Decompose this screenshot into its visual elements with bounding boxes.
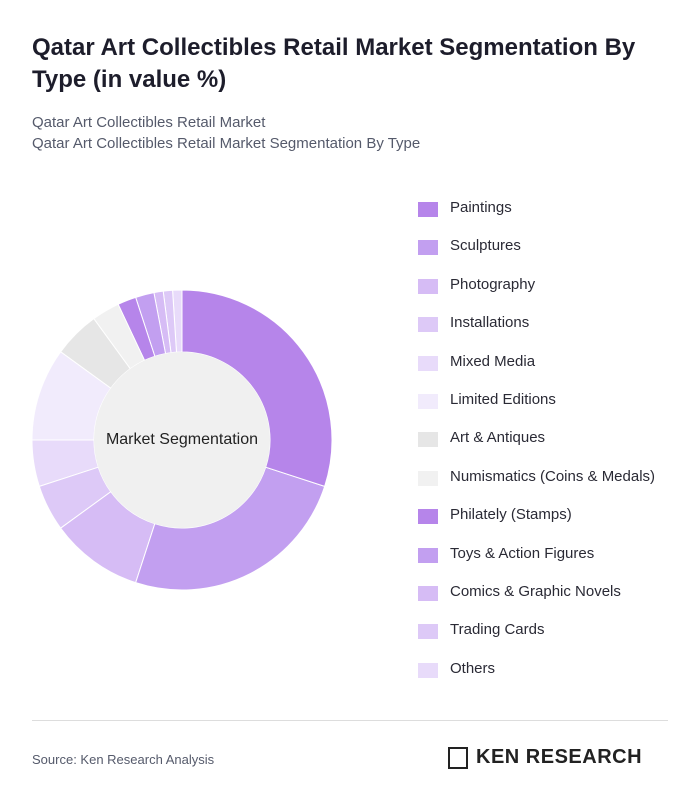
legend-item: Comics & Graphic Novels xyxy=(418,583,655,621)
divider xyxy=(32,720,668,721)
legend-swatch xyxy=(418,240,438,256)
chart-title: Qatar Art Collectibles Retail Market Seg… xyxy=(32,34,636,93)
source: Source: Ken Research Analysis xyxy=(32,752,215,767)
legend-item: Trading Cards xyxy=(418,621,655,659)
donut-hole xyxy=(94,352,270,528)
legend-label: Toys & Action Figures xyxy=(450,544,595,562)
legend-label: Mixed Media xyxy=(450,352,536,370)
legend-label: Numismatics (Coins & Medals) xyxy=(450,467,656,485)
legend-swatch xyxy=(418,317,438,333)
chart: Market Segmentation xyxy=(31,289,333,591)
logo xyxy=(448,746,468,769)
legend-label: Installations xyxy=(450,314,530,332)
legend-swatch xyxy=(418,432,438,448)
legend-item: Limited Editions xyxy=(418,391,655,429)
legend-item: Paintings xyxy=(418,199,655,237)
brand: KEN RESEARCH xyxy=(448,746,642,769)
legend-swatch xyxy=(418,509,438,525)
legend-item: Sculptures xyxy=(418,237,655,275)
legend-label: Trading Cards xyxy=(450,621,545,639)
legend-swatch xyxy=(418,470,438,486)
legend-label: Photography xyxy=(450,275,536,293)
legend-swatch xyxy=(418,355,438,371)
legend-swatch xyxy=(418,393,438,409)
legend-swatch xyxy=(418,547,438,563)
legend-item: Mixed Media xyxy=(418,353,655,391)
legend-swatch xyxy=(418,585,438,601)
legend-label: Others xyxy=(450,659,496,677)
legend-swatch xyxy=(418,278,438,294)
legend-label: Sculptures xyxy=(450,237,521,255)
subtitle: Qatar Art Collectibles Retail Market xyxy=(32,114,266,131)
legend-swatch xyxy=(418,202,438,217)
subtitle: Qatar Art Collectibles Retail Market Seg… xyxy=(32,135,421,152)
legend: Paintings Sculptures Photography Installati… xyxy=(418,199,655,698)
legend-label: Comics & Graphic Novels xyxy=(450,582,621,600)
brand-name: KEN RESEARCH xyxy=(476,746,643,768)
legend-item: Others xyxy=(418,660,655,698)
legend-item: Toys & Action Figures xyxy=(418,545,655,583)
legend-label: Paintings xyxy=(450,199,512,216)
legend-item: Installations xyxy=(418,314,655,352)
legend-label: Limited Editions xyxy=(450,390,556,408)
legend-item: Philately (Stamps) xyxy=(418,506,655,544)
legend-label: Philately (Stamps) xyxy=(450,506,572,524)
legend-item: Numismatics (Coins & Medals) xyxy=(418,468,655,506)
legend-item: Photography xyxy=(418,276,655,314)
legend-swatch xyxy=(418,624,438,640)
legend-label: Art & Antiques xyxy=(450,429,546,447)
legend-item: Art & Antiques xyxy=(418,429,655,467)
center-label: Market Segmentation xyxy=(106,431,258,448)
legend-swatch xyxy=(418,662,438,678)
